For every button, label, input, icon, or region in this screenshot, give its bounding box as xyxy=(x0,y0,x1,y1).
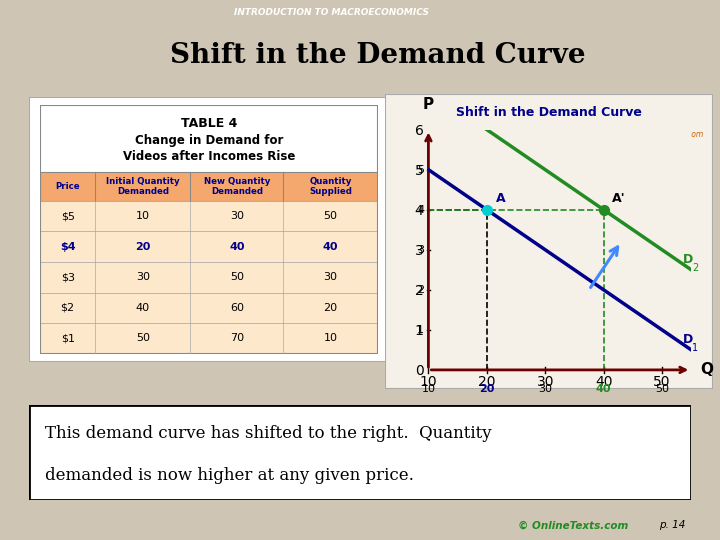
Text: $2: $2 xyxy=(60,303,75,313)
Text: D: D xyxy=(683,333,693,346)
Text: 20: 20 xyxy=(479,384,495,394)
Text: Q: Q xyxy=(700,362,713,377)
Text: 50: 50 xyxy=(323,211,338,221)
Text: 10: 10 xyxy=(421,384,436,394)
Text: 60: 60 xyxy=(230,303,244,313)
Text: TABLE 4: TABLE 4 xyxy=(181,117,237,131)
Text: 50: 50 xyxy=(136,333,150,343)
Text: 20: 20 xyxy=(135,242,150,252)
Text: p. 14: p. 14 xyxy=(659,520,685,530)
Text: Shift in the Demand Curve: Shift in the Demand Curve xyxy=(456,106,642,119)
Text: 50: 50 xyxy=(230,272,244,282)
Text: 30: 30 xyxy=(323,272,338,282)
Text: $4: $4 xyxy=(60,242,76,252)
Text: This demand curve has shifted to the right.  Quantity: This demand curve has shifted to the rig… xyxy=(45,425,492,442)
Text: 10: 10 xyxy=(323,333,338,343)
Text: 1: 1 xyxy=(418,325,424,335)
Text: 2: 2 xyxy=(417,285,424,295)
Text: 10: 10 xyxy=(136,211,150,221)
Text: INTRODUCTION TO MACROECONOMICS: INTRODUCTION TO MACROECONOMICS xyxy=(234,9,428,17)
Text: 40: 40 xyxy=(596,384,611,394)
Text: $1: $1 xyxy=(60,333,75,343)
Text: $3: $3 xyxy=(60,272,75,282)
Text: 50: 50 xyxy=(655,384,669,394)
Text: 30: 30 xyxy=(136,272,150,282)
Text: Videos after Incomes Rise: Videos after Incomes Rise xyxy=(122,150,295,163)
Text: 70: 70 xyxy=(230,333,244,343)
Text: $5: $5 xyxy=(60,211,75,221)
Text: © OnlineTexts.com: © OnlineTexts.com xyxy=(518,520,629,530)
Text: P: P xyxy=(423,97,434,112)
Text: 40: 40 xyxy=(136,303,150,313)
Text: 20: 20 xyxy=(323,303,338,313)
Text: 30: 30 xyxy=(538,384,552,394)
Text: New Quantity
Demanded: New Quantity Demanded xyxy=(204,177,270,197)
Text: A: A xyxy=(495,192,505,205)
Text: A': A' xyxy=(612,192,626,205)
Text: Initial Quantity
Demanded: Initial Quantity Demanded xyxy=(106,177,179,197)
Text: Quantity
Supplied: Quantity Supplied xyxy=(309,177,352,197)
Text: Shift in the Demand Curve: Shift in the Demand Curve xyxy=(170,42,586,69)
Text: Price: Price xyxy=(55,182,80,191)
Text: demanded is now higher at any given price.: demanded is now higher at any given pric… xyxy=(45,468,414,484)
Text: 4: 4 xyxy=(417,205,424,215)
Text: 2: 2 xyxy=(693,263,698,273)
Text: Change in Demand for: Change in Demand for xyxy=(135,134,283,147)
Text: 1: 1 xyxy=(693,343,698,353)
Text: © OnlineTexts.com: © OnlineTexts.com xyxy=(630,130,703,139)
Text: D: D xyxy=(683,253,693,266)
Text: 40: 40 xyxy=(323,242,338,252)
Text: 3: 3 xyxy=(418,245,424,255)
Text: 40: 40 xyxy=(229,242,245,252)
Text: 5: 5 xyxy=(418,165,424,174)
Text: 30: 30 xyxy=(230,211,244,221)
